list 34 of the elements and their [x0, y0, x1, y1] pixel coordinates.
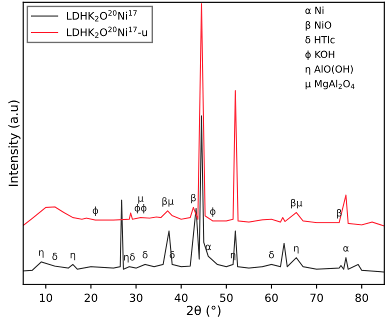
x-tick-label: 20 — [84, 294, 98, 302]
x-tick-label: 60 — [265, 294, 278, 302]
x-tick-label: 10 — [40, 294, 52, 302]
annotation: μ — [138, 196, 144, 204]
annotation: ϕ KOH — [305, 50, 334, 60]
x-tick-label: 40 — [174, 294, 188, 302]
x-tick-label: 30 — [130, 294, 142, 302]
annotation: η AlO(OH) — [306, 65, 353, 75]
annotation: βμ — [162, 197, 174, 207]
x-tick-label: 70 — [310, 294, 323, 302]
annotation: β NiO — [306, 21, 332, 31]
x-axis-title: 2θ (°) — [186, 305, 220, 317]
x-tick-label: 50 — [220, 294, 233, 302]
annotation: μ MgAl$_{2}$O$_{4}$ — [306, 80, 354, 90]
annotation: ηδ — [124, 253, 135, 263]
legend-label: LDHK$_{2}$O$^{20}$Ni$^{17}$-u — [66, 26, 148, 38]
annotation: η — [70, 252, 76, 260]
y-axis-title: Intensity (a.u) — [8, 100, 20, 186]
annotation: δ HTlc — [305, 36, 335, 44]
annotation: α Ni — [305, 6, 324, 14]
annotation: ϕ — [92, 206, 98, 216]
annotation: α — [343, 246, 349, 252]
annotation: η — [294, 246, 299, 254]
annotation: δ — [269, 251, 274, 258]
legend-label: LDHK$_{2}$O$^{20}$Ni$^{17}$ — [66, 10, 137, 22]
x-tick-label: 80 — [355, 294, 368, 302]
annotation: η — [39, 250, 44, 258]
annotation: β — [191, 194, 196, 204]
annotation: α — [206, 244, 212, 250]
annotation: ϕϕ — [134, 204, 146, 214]
annotation: ϕ — [210, 207, 216, 217]
annotation: δ — [142, 251, 148, 258]
annotation: βμ — [290, 198, 302, 208]
annotation: δ — [52, 252, 58, 260]
